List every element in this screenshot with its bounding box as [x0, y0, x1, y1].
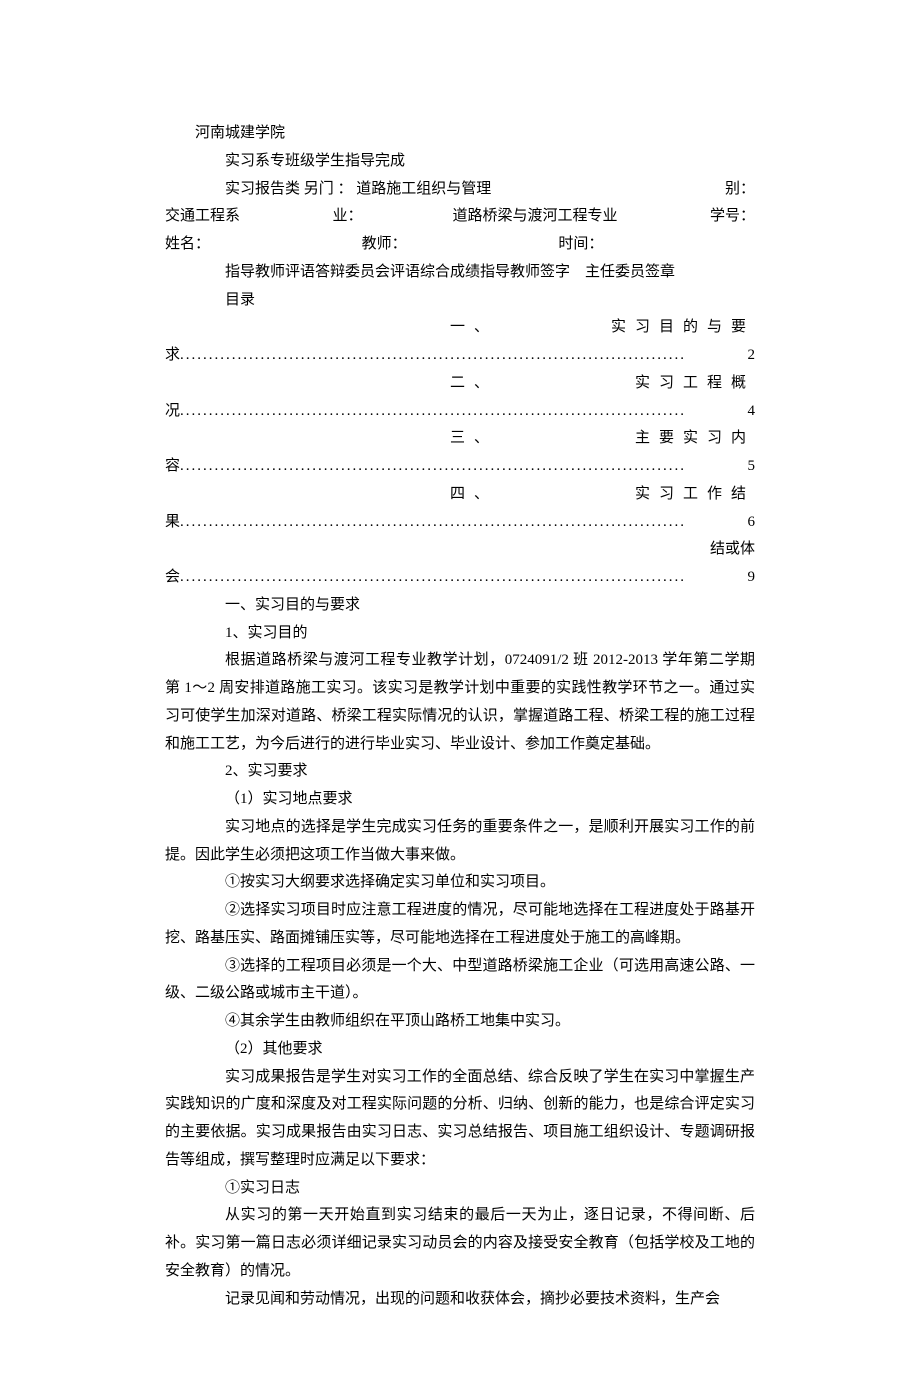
document-page: 河南城建学院 实习系专班级学生指导完成 实习报告类 另门 ： 道路施工组织与管理…: [0, 0, 920, 1373]
toc-title: 主要实习内: [635, 425, 755, 453]
toc-cont: 果: [165, 509, 180, 537]
paragraph: 实习成果报告是学生对实习工作的全面总结、综合反映了学生在实习中掌握生产实践知识的…: [165, 1064, 755, 1175]
paragraph: 根据道路桥梁与渡河工程专业教学计划，0724091/2 班 2012-2013 …: [165, 647, 755, 758]
sub-heading: 1、实习目的: [165, 620, 755, 648]
header-line-5: 姓名： 教师： 时间：: [165, 231, 755, 259]
toc-dots: ........................................…: [180, 509, 743, 537]
toc-dots: ........................................…: [180, 453, 743, 481]
toc-heading: 目录: [165, 287, 755, 315]
toc-cont: 况: [165, 398, 180, 426]
toc-item: 四、 实习工作结 果 .............................…: [165, 481, 755, 537]
toc-page: 6: [744, 509, 756, 537]
sub-sub-heading: （1）实习地点要求: [165, 786, 755, 814]
toc-item: 二、 实习工程概 况 .............................…: [165, 370, 755, 426]
toc-item: 一、 实习目的与要 求 ............................…: [165, 314, 755, 370]
major-label: 业：: [332, 203, 362, 231]
toc-dots: ........................................…: [180, 398, 743, 426]
paragraph: ②选择实习项目时应注意工程进度的情况，尽可能地选择在工程进度处于路基开挖、路基压…: [165, 897, 755, 953]
sub-heading: 2、实习要求: [165, 758, 755, 786]
toc-title: 结或体: [710, 536, 755, 564]
toc-no: 四、: [450, 481, 498, 509]
paragraph: 实习地点的选择是学生完成实习任务的重要条件之一，是顺利开展实习工作的前提。因此学…: [165, 814, 755, 870]
toc-no: 三、: [450, 425, 498, 453]
toc-title: 实习工作结: [635, 481, 755, 509]
signatures-line: 指导教师评语答辩委员会评语综合成绩指导教师签字 主任委员签章: [165, 259, 755, 287]
time-label: 时间：: [558, 231, 603, 259]
toc-page: 4: [744, 398, 756, 426]
toc-dots: ........................................…: [180, 342, 743, 370]
toc-item: 三、 主要实习内 容 .............................…: [165, 425, 755, 481]
teacher-label: 教师：: [362, 231, 407, 259]
toc-dots: ........................................…: [180, 564, 743, 592]
paragraph: ①实习日志: [165, 1175, 755, 1203]
paragraph: ④其余学生由教师组织在平顶山路桥工地集中实习。: [165, 1008, 755, 1036]
toc-page: 5: [744, 453, 756, 481]
toc-page: 2: [744, 342, 756, 370]
header-line-2: 实习系专班级学生指导完成: [165, 148, 755, 176]
toc-title: 实习工程概: [635, 370, 755, 398]
toc-page: 9: [744, 564, 756, 592]
section-heading: 一、实习目的与要求: [165, 592, 755, 620]
toc-item: 结或体 会 ..................................…: [165, 536, 755, 592]
report-type-value: 道路施工组织与管理: [356, 176, 491, 204]
toc-no: 二、: [450, 370, 498, 398]
paragraph: 从实习的第一天开始直到实习结束的最后一天为止，逐日记录，不得间断、后补。实习第一…: [165, 1202, 755, 1285]
name-label: 姓名：: [165, 231, 210, 259]
dept-value: 交通工程系: [165, 203, 240, 231]
major-value: 道路桥梁与渡河工程专业: [453, 203, 618, 231]
paragraph: ③选择的工程项目必须是一个大、中型道路桥梁施工企业（可选用高速公路、一级、二级公…: [165, 953, 755, 1009]
header-line-4: 交通工程系 业： 道路桥梁与渡河工程专业 学号：: [165, 203, 755, 231]
toc-no: 一、: [450, 314, 498, 342]
report-type-label: 实习报告类 另门 ：: [225, 176, 353, 204]
toc-title: 实习目的与要: [611, 314, 755, 342]
header-line-3: 实习报告类 另门 ： 道路施工组织与管理 别：: [165, 176, 755, 204]
institution-name: 河南城建学院: [165, 120, 755, 148]
id-label: 学号：: [710, 203, 755, 231]
toc-cont: 容: [165, 453, 180, 481]
dept-label: 别：: [725, 176, 755, 204]
paragraph: 记录见闻和劳动情况，出现的问题和收获体会，摘抄必要技术资料，生产会: [165, 1286, 755, 1314]
toc-cont: 会: [165, 564, 180, 592]
toc-cont: 求: [165, 342, 180, 370]
sub-sub-heading: （2）其他要求: [165, 1036, 755, 1064]
paragraph: ①按实习大纲要求选择确定实习单位和实习项目。: [165, 869, 755, 897]
